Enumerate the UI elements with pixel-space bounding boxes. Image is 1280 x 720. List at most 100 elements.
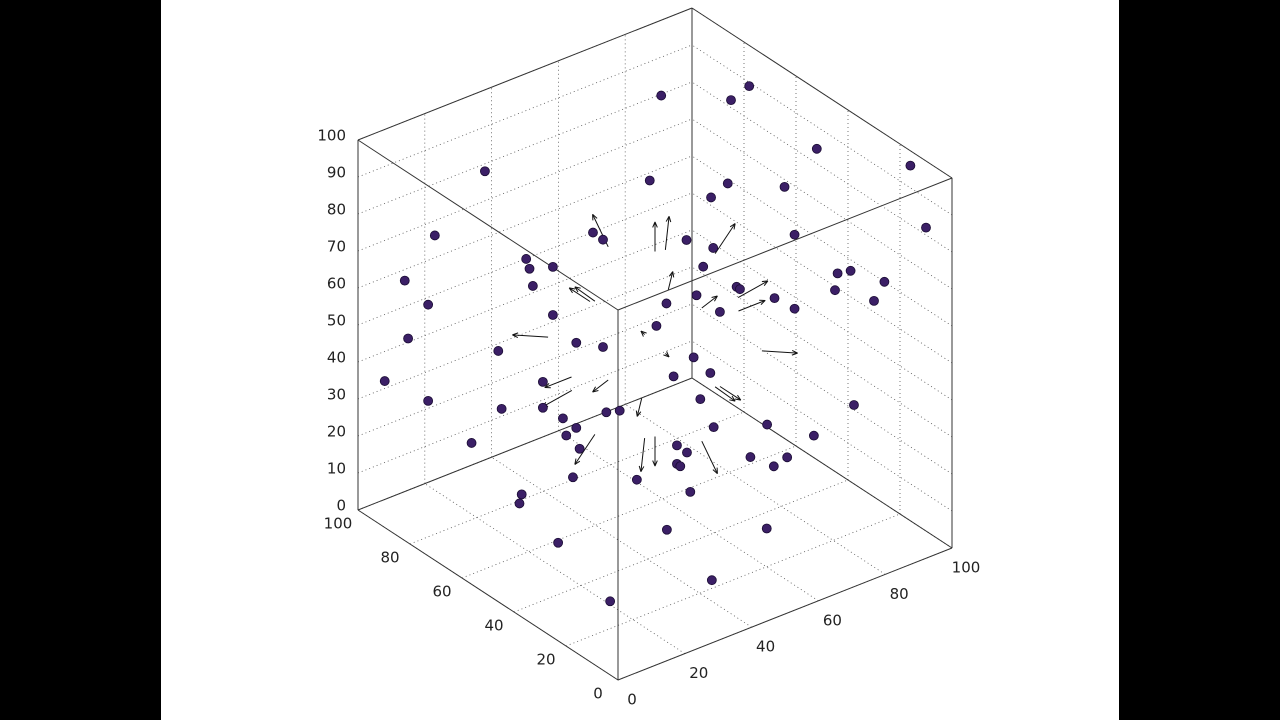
scatter-point <box>685 486 696 497</box>
quiver-arrow <box>574 434 596 465</box>
arrow-shaft <box>512 334 549 338</box>
scatter-point <box>695 394 706 405</box>
x-tick-label: 0 <box>627 691 637 709</box>
quiver-arrow <box>652 436 658 467</box>
arrow-head <box>592 386 596 393</box>
quiver-arrow <box>738 299 766 312</box>
scatter-point <box>705 368 716 378</box>
arrow-head <box>666 351 670 358</box>
quiver-arrow <box>667 271 675 290</box>
scatter-point <box>726 95 736 105</box>
scatter-point <box>399 275 410 286</box>
arrow-head <box>638 465 642 472</box>
quiver-arrow <box>512 332 549 339</box>
scatter-point <box>423 395 434 406</box>
arrow-head <box>636 411 642 417</box>
z-tick-label: 80 <box>327 201 346 219</box>
x-tick-label: 80 <box>890 585 909 603</box>
scatter-point <box>722 178 733 189</box>
z-tick-label: 50 <box>327 312 346 330</box>
scatter-point <box>548 261 558 272</box>
arrow-shaft <box>664 216 670 250</box>
scatter-point <box>571 337 582 348</box>
arrow-head <box>640 466 645 472</box>
axis-edge <box>357 377 693 511</box>
arrow-head <box>569 287 576 290</box>
z-tick-label: 20 <box>327 423 346 441</box>
arrow-shaft <box>636 398 643 417</box>
arrow-head <box>654 221 658 228</box>
scatter-point <box>811 143 822 154</box>
z-tick-label: 10 <box>327 460 346 478</box>
scatter-point <box>574 443 585 454</box>
arrow-head <box>712 469 718 474</box>
arrow-shaft <box>737 280 769 298</box>
z-tick-label: 60 <box>327 275 346 293</box>
x-tick-label: 20 <box>689 664 708 682</box>
scatter-point <box>571 422 582 433</box>
scatter-point <box>782 452 793 463</box>
scatter-point <box>708 422 719 433</box>
arrow-head <box>640 330 647 334</box>
arrow-head <box>729 399 736 402</box>
arrow-head <box>791 352 798 356</box>
arrow-shaft <box>568 287 591 302</box>
scatter-point <box>879 276 890 287</box>
scatter-point <box>708 243 719 253</box>
scatter-point <box>830 285 840 296</box>
scatter-point <box>588 227 598 238</box>
scatter-point <box>656 90 667 101</box>
arrow-head <box>574 460 581 465</box>
quiver-arrow <box>544 376 572 389</box>
arrow-head <box>760 300 766 306</box>
arrow-shaft <box>592 379 609 393</box>
arrow-head <box>668 271 674 277</box>
scatter-point <box>514 498 525 509</box>
scatter-point <box>561 430 572 441</box>
axis-edge <box>357 7 693 141</box>
y-tick-label: 40 <box>484 617 503 635</box>
arrow-shaft <box>714 223 736 254</box>
arrow-head <box>668 216 672 223</box>
scatter-point <box>605 596 616 607</box>
scatter-point <box>537 402 548 413</box>
arrow-shaft <box>714 386 736 402</box>
scatter-point <box>516 489 527 500</box>
quiver-arrow <box>592 379 609 393</box>
scatter-point <box>661 298 672 309</box>
scatter-point <box>553 537 564 548</box>
tick-labels: 0204060801000204060801000102030405060708… <box>317 127 980 709</box>
arrow-head <box>729 223 736 228</box>
scatter-point <box>668 371 679 382</box>
arrow-head <box>734 398 741 401</box>
arrow-head <box>574 458 577 465</box>
quiver-arrow <box>652 221 658 252</box>
z-tick-label: 90 <box>327 164 346 182</box>
arrow-head <box>592 389 599 393</box>
scatter-point <box>614 405 625 416</box>
scatter-point <box>568 472 578 483</box>
scatter-point <box>762 419 773 430</box>
scatter-point <box>905 160 916 171</box>
scatter-point <box>651 320 662 331</box>
z-tick-label: 100 <box>317 127 346 145</box>
scatter-point <box>761 523 772 534</box>
scatter-point <box>706 192 716 203</box>
quiver-arrow <box>664 216 672 250</box>
arrow-head <box>672 271 675 278</box>
quiver-arrow <box>663 351 670 358</box>
scatter-point <box>598 342 608 352</box>
axis-edge <box>357 509 619 681</box>
scatter-point <box>789 303 800 314</box>
scatter-point <box>480 166 490 177</box>
axis-edge <box>691 7 953 179</box>
arrow-head <box>763 280 769 286</box>
x-tick-label: 60 <box>823 611 842 629</box>
arrow-head <box>714 295 718 302</box>
y-tick-label: 80 <box>380 549 399 567</box>
scatter-point <box>691 290 702 301</box>
scatter-point <box>675 461 686 472</box>
scatter-point <box>466 438 477 448</box>
y-tick-label: 20 <box>536 651 555 669</box>
scatter-point <box>429 230 440 241</box>
